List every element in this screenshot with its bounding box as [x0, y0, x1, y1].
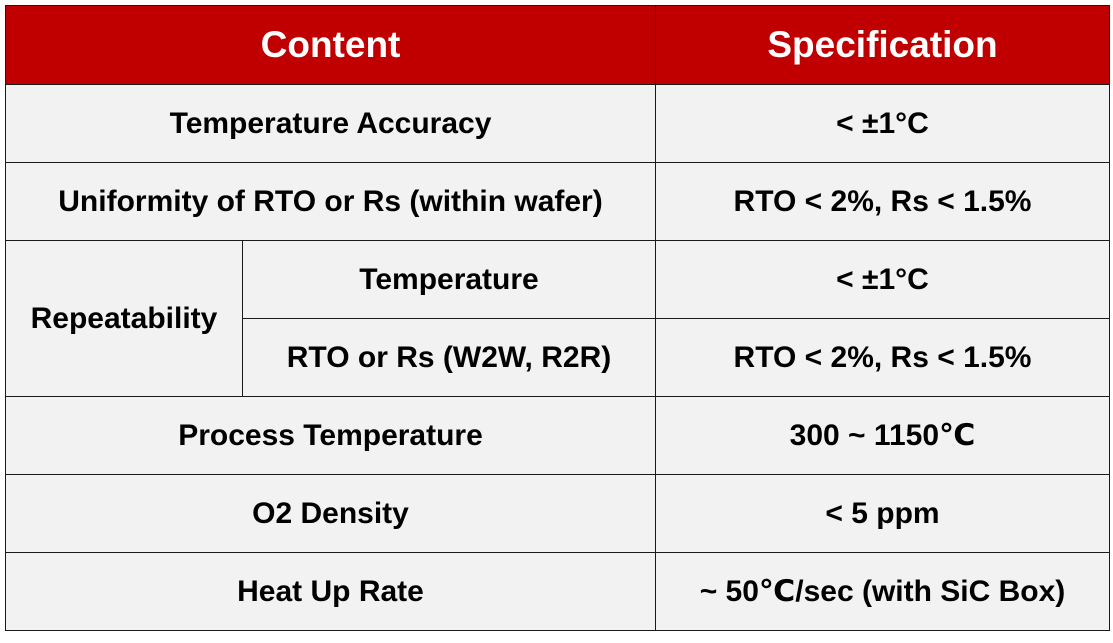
o2-density-value: < 5 ppm — [655, 474, 1110, 553]
table-row: Temperature Accuracy < ±1°C — [5, 84, 1110, 163]
repeatability-rto-rs-label: RTO or Rs (W2W, R2R) — [242, 318, 656, 397]
repeatability-temperature-label: Temperature — [242, 240, 656, 319]
specification-table: Content Specification Temperature Accura… — [5, 5, 1110, 631]
temperature-accuracy-label: Temperature Accuracy — [5, 84, 656, 163]
temperature-accuracy-value: < ±1°C — [655, 84, 1110, 163]
repeatability-temperature-value: < ±1°C — [655, 240, 1110, 319]
heat-up-rate-value: ~ 50℃/sec (with SiC Box) — [655, 552, 1110, 631]
table-row: Process Temperature 300 ~ 1150℃ — [5, 396, 1110, 475]
heat-up-rate-label: Heat Up Rate — [5, 552, 656, 631]
table-row: Heat Up Rate ~ 50℃/sec (with SiC Box) — [5, 552, 1110, 631]
specification-header: Specification — [655, 5, 1110, 85]
table-row: RTO or Rs (W2W, R2R) RTO < 2%, Rs < 1.5% — [6, 318, 1110, 397]
repeatability-rto-rs-value: RTO < 2%, Rs < 1.5% — [655, 318, 1110, 397]
process-temperature-label: Process Temperature — [5, 396, 656, 475]
table-row: Uniformity of RTO or Rs (within wafer) R… — [5, 162, 1110, 241]
uniformity-value: RTO < 2%, Rs < 1.5% — [655, 162, 1110, 241]
table-row: O2 Density < 5 ppm — [5, 474, 1110, 553]
process-temperature-value: 300 ~ 1150℃ — [655, 396, 1110, 475]
repeatability-label: Repeatability — [5, 240, 243, 397]
content-header: Content — [5, 5, 656, 85]
o2-density-label: O2 Density — [5, 474, 656, 553]
table-header-row: Content Specification — [5, 5, 1110, 85]
uniformity-label: Uniformity of RTO or Rs (within wafer) — [5, 162, 656, 241]
table-row: Repeatability Temperature < ±1°C — [5, 240, 1110, 397]
